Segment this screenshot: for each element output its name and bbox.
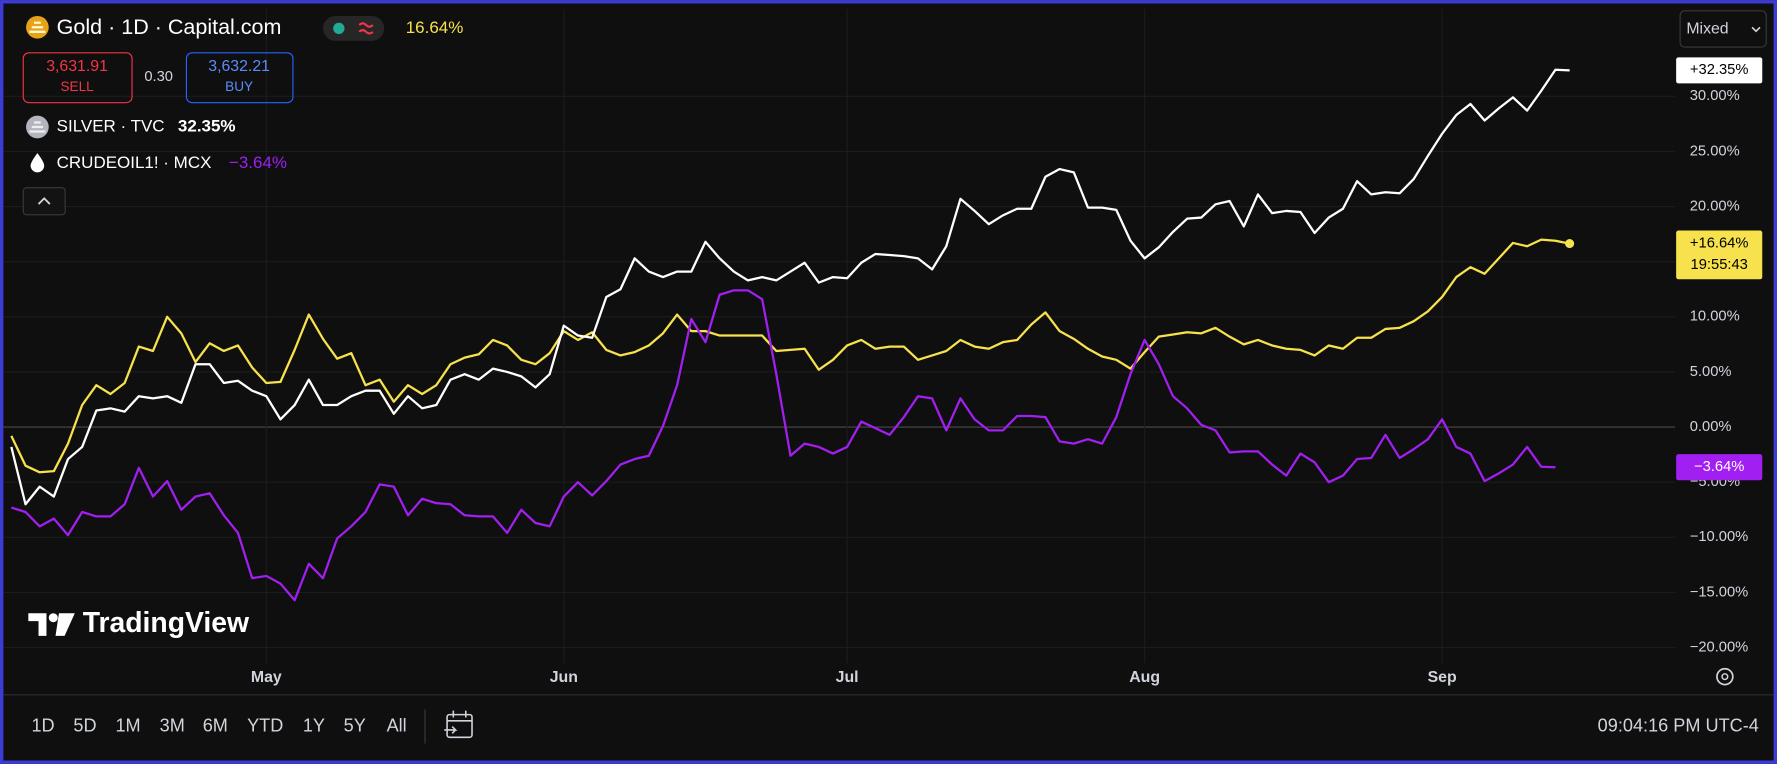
range-button[interactable]: 1D — [31, 715, 54, 735]
range-button[interactable]: 5D — [73, 715, 96, 735]
y-tick-label: 0.00% — [1690, 419, 1732, 435]
price-label: +32.35% — [1690, 62, 1749, 78]
crude-icon — [30, 153, 45, 173]
price-label-box — [1676, 57, 1763, 84]
y-tick-label: 10.00% — [1690, 309, 1740, 325]
buy-button[interactable] — [185, 52, 294, 104]
y-tick-label: 25.00% — [1690, 143, 1740, 159]
range-toolbar: 1D 5D 1M 3M 6M YTD 1Y 5Y All — [31, 715, 406, 735]
y-tick-label: −20.00% — [1690, 640, 1749, 656]
last-point-dot — [1565, 239, 1575, 249]
sell-price: 3,631.91 — [46, 58, 108, 75]
brand: TradingView — [28, 607, 250, 639]
price-label: +16.64% — [1690, 235, 1749, 251]
clock: 09:04:16 PM UTC-4 — [1598, 715, 1759, 735]
x-tick-label: Jun — [550, 669, 578, 686]
y-tick-label: 30.00% — [1690, 88, 1740, 104]
date-range-icon-detail — [444, 710, 473, 734]
sell-label: SELL — [60, 79, 94, 94]
x-tick-label: Sep — [1428, 669, 1457, 686]
mode-label: Mixed — [1686, 21, 1728, 38]
x-tick-label: Jul — [836, 669, 859, 686]
x-tick-label: May — [251, 669, 282, 686]
y-tick-label: −10.00% — [1690, 529, 1749, 545]
status-pill[interactable] — [322, 15, 385, 41]
y-tick-label: 20.00% — [1690, 198, 1740, 214]
legend-name: CRUDEOIL1! · MCX — [57, 153, 212, 172]
brand-logo — [28, 613, 47, 636]
buy-label: BUY — [225, 79, 253, 94]
settings-icon[interactable] — [1716, 667, 1734, 686]
collapse-chevron — [37, 197, 51, 205]
spread: 0.30 — [144, 69, 173, 85]
mode-button[interactable] — [1679, 10, 1767, 48]
main-symbol: Gold · 1D · Capital.com — [57, 15, 282, 39]
legend-name: SILVER · TVC — [57, 116, 165, 135]
range-button[interactable]: 3M — [160, 715, 185, 735]
collapse-button[interactable] — [22, 187, 66, 216]
brand-name: TradingView — [83, 607, 250, 639]
series-line — [10, 68, 1570, 506]
silver-icon-bars — [29, 121, 46, 133]
settings-icon-core — [1721, 673, 1729, 681]
date-range-icon[interactable] — [446, 713, 473, 739]
brand-logo — [55, 613, 75, 636]
brand-logo-dot — [48, 613, 58, 623]
x-tick-label: Aug — [1129, 669, 1160, 686]
series-line — [10, 238, 1570, 474]
price-label: −3.64% — [1694, 459, 1744, 475]
delayed-icon — [358, 22, 374, 35]
legend-value: −3.64% — [229, 153, 287, 172]
legend: Gold · 1D · Capital.com 16.64% 3,631.91 … — [22, 15, 464, 216]
sell-button[interactable] — [22, 52, 133, 104]
range-button[interactable]: 6M — [203, 715, 228, 735]
y-tick-label: 5.00% — [1690, 364, 1732, 380]
plot-area: −20.00%−15.00%−10.00%−5.00%0.00%5.00%10.… — [3, 9, 1763, 686]
price-label-box — [1676, 454, 1763, 481]
range-button[interactable]: All — [387, 715, 407, 735]
range-button[interactable]: 5Y — [344, 715, 366, 735]
buy-price: 3,632.21 — [208, 58, 270, 75]
mode-chevron — [1751, 26, 1761, 33]
countdown-label: 19:55:43 — [1691, 257, 1748, 273]
y-tick-label: −15.00% — [1690, 584, 1749, 600]
range-button[interactable]: YTD — [247, 715, 283, 735]
series-line — [10, 289, 1556, 602]
price-label-box — [1676, 230, 1763, 280]
legend-value: 16.64% — [406, 18, 464, 37]
market-open-dot — [333, 22, 345, 35]
range-button[interactable]: 1M — [115, 715, 140, 735]
gold-icon-bars — [29, 21, 46, 33]
range-button[interactable]: 1Y — [303, 715, 325, 735]
legend-value: 32.35% — [178, 116, 236, 135]
